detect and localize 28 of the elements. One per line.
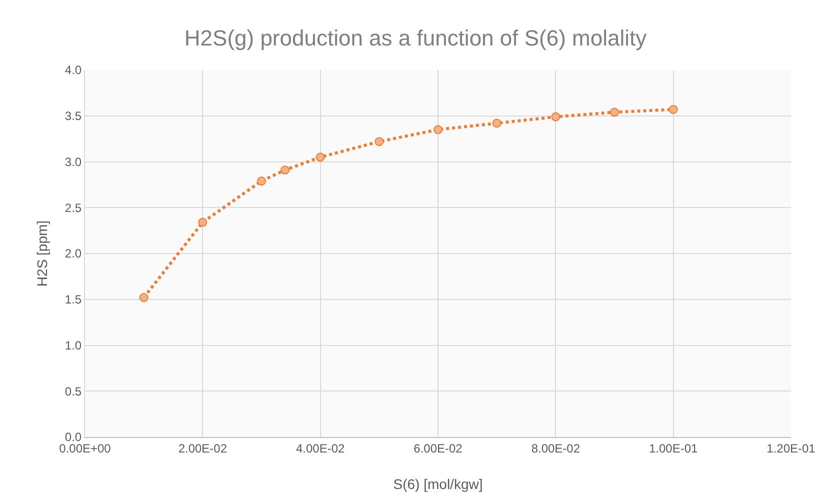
point	[257, 176, 266, 186]
point	[551, 112, 560, 122]
y-tick-label: 3.0	[64, 154, 82, 169]
x-tick-label: 2.00E-02	[178, 441, 228, 456]
x-tick-label: 4.00E-02	[296, 441, 346, 456]
point	[668, 104, 678, 114]
point	[280, 166, 290, 175]
point	[610, 108, 619, 117]
y-tick-label: 2.0	[64, 246, 82, 261]
x-tick-label: 6.00E-02	[414, 441, 463, 456]
point	[139, 293, 148, 302]
y-tick-label: 3.5	[64, 109, 82, 124]
y-tick-label: 1.5	[64, 292, 82, 307]
chart-title: H2S(g) production as a function of S(6) molality	[184, 26, 647, 51]
x-tick-label: 1.00E-01	[648, 441, 698, 456]
y-tick-label: 0.5	[64, 384, 82, 398]
point	[434, 125, 442, 134]
x-axis-title: S(6) [mol/kgw]	[393, 476, 483, 492]
x-tick-label: 1.20E-01	[766, 441, 816, 456]
x-tick-label: 8.00E-02	[531, 441, 580, 456]
point	[316, 152, 325, 162]
point	[374, 137, 384, 146]
point	[492, 118, 502, 128]
y-tick-label: 2.5	[64, 200, 82, 215]
y-axis-title: H2S [ppm]	[34, 220, 50, 287]
y-tick-label: 1.0	[64, 338, 82, 352]
y-tick-label: 4.0	[64, 63, 82, 78]
point	[198, 218, 208, 227]
